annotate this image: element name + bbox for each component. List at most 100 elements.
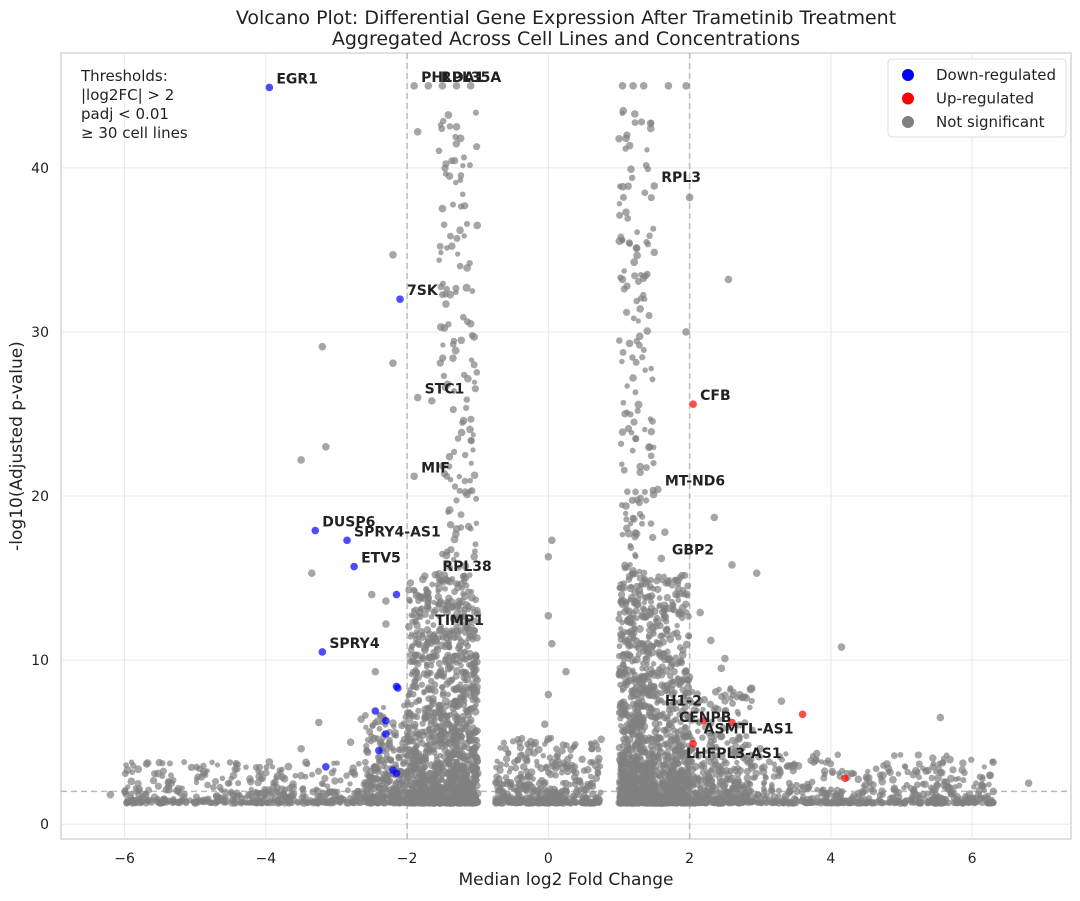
ns-point — [620, 712, 626, 718]
ns-point — [618, 626, 623, 631]
ns-point — [639, 665, 645, 671]
ns-point — [763, 774, 768, 779]
ns-point — [423, 784, 429, 790]
ns-point — [648, 599, 654, 605]
ns-point — [425, 742, 431, 748]
ns-point — [472, 653, 479, 660]
ns-point — [618, 591, 625, 598]
ns-point — [331, 777, 338, 784]
ns-point — [671, 607, 678, 614]
ns-point — [679, 745, 685, 751]
ns-point — [520, 763, 528, 771]
ns-point — [835, 752, 842, 759]
ns-point — [347, 781, 352, 786]
ns-point — [637, 569, 642, 574]
ns-point — [631, 636, 637, 642]
ns-point — [461, 202, 468, 209]
ns-point — [549, 759, 557, 767]
ns-point — [654, 708, 661, 715]
ns-point — [651, 728, 659, 736]
ns-point — [451, 157, 458, 164]
ns-point — [448, 635, 453, 640]
ns-point — [568, 753, 574, 759]
ns-point — [618, 723, 624, 729]
ns-point — [517, 744, 524, 751]
ns-point — [619, 359, 625, 365]
ns-point — [123, 787, 129, 793]
ns-point — [426, 748, 432, 754]
ns-point — [288, 792, 296, 800]
ns-point — [150, 777, 157, 784]
ns-point — [636, 333, 644, 341]
ns-point — [465, 729, 472, 736]
ns-point — [616, 744, 623, 751]
ns-point — [462, 678, 468, 684]
ns-point — [437, 741, 443, 747]
ns-point — [627, 165, 635, 173]
ns-point — [793, 788, 800, 795]
ns-point — [621, 268, 627, 274]
ns-point — [416, 787, 422, 793]
ns-point — [414, 670, 420, 676]
ns-point — [622, 757, 628, 763]
ns-point — [469, 288, 475, 294]
ns-point — [931, 761, 937, 767]
ns-point — [902, 763, 908, 769]
ns-point — [314, 793, 320, 799]
ns-point — [640, 648, 647, 655]
ns-point — [616, 585, 622, 591]
ns-point — [866, 779, 873, 786]
ns-point — [649, 771, 655, 777]
ns-point — [467, 416, 474, 423]
ns-point — [295, 800, 300, 805]
ns-point — [504, 762, 509, 767]
ns-point — [641, 735, 648, 742]
ns-point — [457, 606, 464, 613]
ns-point — [662, 752, 670, 760]
ns-point — [636, 499, 643, 506]
ns-point — [452, 698, 459, 705]
ns-point — [332, 789, 338, 795]
ns-point — [654, 615, 660, 621]
ns-point — [470, 750, 478, 758]
ns-point — [526, 799, 531, 804]
ns-point — [982, 764, 987, 769]
ns-point — [414, 639, 422, 647]
ns-point — [886, 769, 891, 774]
ns-point — [684, 593, 689, 598]
ns-point — [925, 791, 931, 797]
ns-point — [446, 506, 454, 514]
ns-point — [468, 776, 474, 782]
ns-point — [451, 765, 459, 773]
ns-point — [472, 683, 478, 689]
ns-point — [628, 694, 635, 701]
ns-point — [445, 577, 452, 584]
chart-title: Volcano Plot: Differential Gene Expressi… — [236, 7, 896, 29]
ns-point — [678, 785, 684, 791]
ns-point — [959, 759, 966, 766]
ns-point — [467, 736, 474, 743]
ns-point — [958, 766, 966, 774]
ns-point — [445, 665, 453, 673]
ns-point — [181, 759, 187, 765]
ns-point — [664, 800, 670, 806]
ns-point — [438, 125, 445, 132]
ns-point — [581, 799, 588, 806]
ns-point — [548, 800, 553, 805]
ns-point — [473, 758, 481, 766]
ns-point — [592, 795, 599, 802]
ns-point — [880, 762, 887, 769]
ns-point — [651, 661, 657, 667]
ns-point — [986, 799, 993, 806]
ns-point — [431, 600, 436, 605]
ns-point — [680, 587, 686, 593]
ns-point — [639, 521, 645, 527]
ns-point — [646, 634, 652, 640]
ns-point — [167, 760, 173, 766]
ns-point — [666, 771, 672, 777]
ns-point — [632, 435, 639, 442]
ns-point — [452, 724, 458, 730]
ns-point — [619, 461, 625, 467]
ns-point — [123, 762, 129, 768]
